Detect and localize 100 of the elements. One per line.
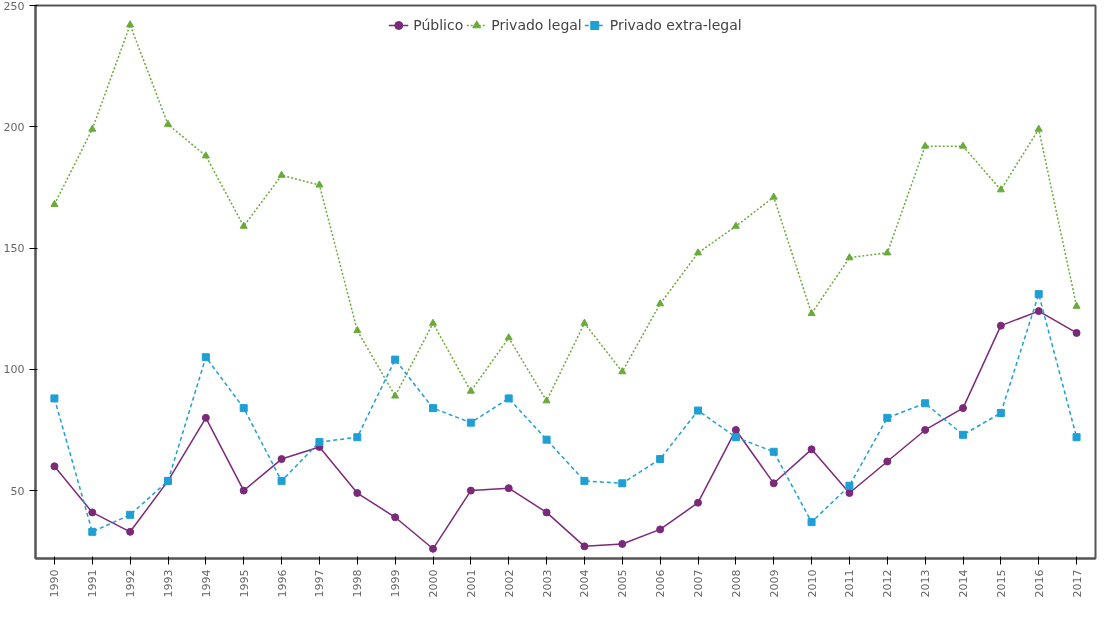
- x-tick-label: 2011: [843, 569, 857, 598]
- point: [201, 413, 210, 422]
- point: [50, 394, 59, 403]
- x-tick-label: 2000: [427, 569, 440, 598]
- x-tick-label: 1991: [86, 569, 100, 598]
- point: [88, 124, 97, 132]
- x-tick-label: 2016: [1032, 569, 1046, 598]
- point: [618, 367, 627, 375]
- point: [239, 486, 248, 495]
- point: [277, 170, 286, 178]
- x-tick-label: 2007: [692, 569, 705, 598]
- point: [618, 539, 627, 548]
- x-tick-label: 1997: [313, 569, 327, 598]
- x-tick-label: 1994: [199, 569, 213, 598]
- point: [1034, 290, 1043, 299]
- point: [921, 425, 930, 434]
- point: [769, 479, 778, 488]
- x-tick-label: 2003: [540, 569, 554, 598]
- x-tick-label: 2004: [578, 569, 592, 598]
- point: [580, 318, 589, 326]
- point: [921, 141, 930, 149]
- point: [542, 435, 551, 444]
- point: [807, 445, 816, 454]
- legend-label: Privado extra-legal: [609, 17, 742, 33]
- point: [996, 408, 1005, 417]
- y-tick-label: 100: [3, 363, 25, 377]
- y-tick-label: 250: [3, 0, 25, 13]
- point: [1034, 307, 1043, 316]
- legend-label: Privado legal: [491, 17, 582, 33]
- legend-label: Público: [413, 17, 464, 33]
- point: [542, 396, 551, 404]
- point: [996, 321, 1005, 330]
- point: [959, 404, 967, 413]
- x-tick-label: 2006: [654, 569, 668, 598]
- point: [883, 248, 892, 256]
- point: [50, 462, 59, 471]
- point: [391, 355, 400, 364]
- y-tick-label: 50: [10, 484, 25, 498]
- point: [959, 141, 967, 149]
- point: [580, 476, 589, 485]
- point: [731, 433, 740, 442]
- point: [164, 119, 172, 127]
- point: [466, 418, 475, 427]
- point: [391, 391, 400, 399]
- point: [1072, 301, 1081, 309]
- point: [807, 308, 816, 317]
- x-tick-label: 2017: [1070, 569, 1084, 598]
- point: [429, 404, 437, 413]
- point: [694, 248, 702, 256]
- point: [353, 325, 362, 334]
- x-tick-label: 2002: [502, 569, 516, 598]
- point: [201, 353, 210, 362]
- point: [845, 489, 854, 498]
- x-tick-label: 2015: [994, 569, 1008, 598]
- x-tick-label: 2008: [729, 569, 743, 598]
- x-tick-label: 1995: [237, 569, 251, 598]
- x-tick-label: 2012: [881, 569, 895, 598]
- point: [504, 333, 513, 341]
- point: [921, 399, 930, 408]
- point: [466, 386, 475, 394]
- point: [429, 318, 437, 326]
- point: [845, 253, 854, 261]
- point: [731, 425, 740, 434]
- x-tick-label: 2013: [919, 569, 933, 598]
- x-tick-label: 2014: [957, 569, 970, 598]
- point: [126, 20, 135, 28]
- point: [1072, 433, 1081, 442]
- point: [959, 430, 967, 439]
- point: [201, 151, 210, 159]
- point: [466, 486, 475, 495]
- point: [504, 394, 513, 403]
- point: [353, 489, 362, 498]
- point: [504, 484, 513, 493]
- x-tick-label: 1996: [275, 569, 289, 598]
- x-tick-label: 1990: [48, 569, 62, 598]
- point: [429, 544, 437, 553]
- x-tick-label: 1992: [124, 569, 138, 598]
- point: [731, 221, 740, 229]
- point: [126, 527, 135, 536]
- point: [580, 542, 589, 551]
- point: [694, 498, 702, 507]
- point: [769, 447, 778, 456]
- point: [277, 476, 286, 485]
- point: [315, 438, 324, 447]
- point: [656, 455, 665, 464]
- point: [694, 406, 702, 415]
- x-tick-label: 2010: [805, 569, 819, 598]
- point: [883, 457, 892, 466]
- x-tick-label: 1993: [162, 569, 175, 598]
- point: [807, 518, 816, 527]
- x-tick-label: 1999: [389, 569, 403, 598]
- x-tick-label: 1998: [351, 569, 365, 598]
- point: [1034, 124, 1043, 132]
- point: [126, 510, 135, 519]
- point: [88, 527, 97, 536]
- point: [769, 192, 778, 200]
- point: [88, 508, 97, 517]
- point: [618, 479, 627, 488]
- point: [315, 180, 324, 188]
- x-tick-label: 2001: [464, 569, 478, 598]
